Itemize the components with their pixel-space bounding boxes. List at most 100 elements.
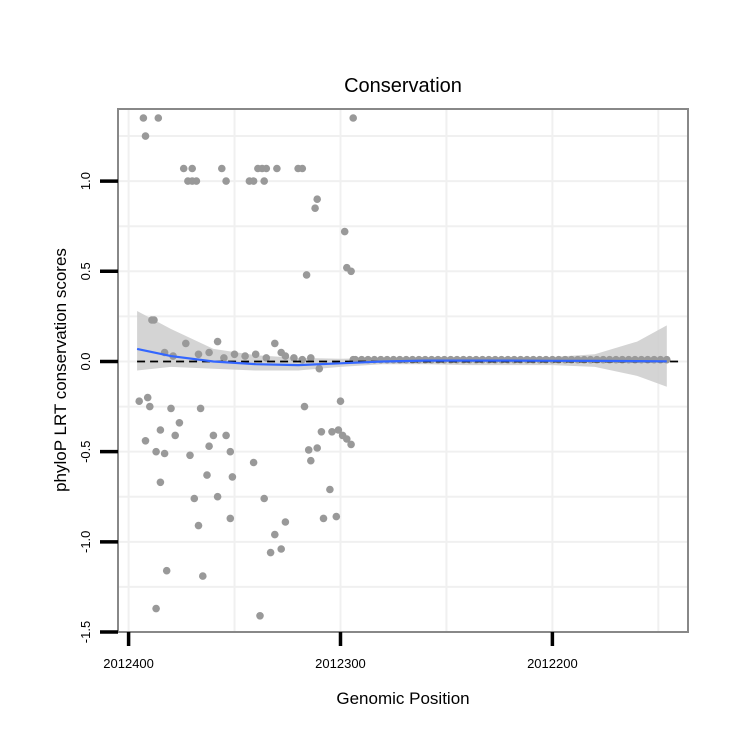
axes-layer: 2012400 2012300 2012200 -1.5 -1.0 -0.5 0.0 0.5 1… — [78, 108, 689, 671]
data-point — [260, 494, 269, 503]
data-point — [188, 164, 196, 173]
data-point — [317, 428, 326, 436]
data-point — [156, 478, 165, 487]
data-point — [262, 354, 271, 362]
data-point — [281, 518, 290, 526]
x-axis-label: Genomic Position — [336, 689, 469, 708]
data-point — [143, 393, 152, 402]
data-point — [334, 426, 343, 434]
data-point — [194, 521, 203, 530]
data-point — [298, 164, 307, 173]
data-point — [343, 435, 351, 443]
data-point — [196, 404, 205, 413]
data-point — [249, 177, 258, 185]
data-point — [222, 431, 230, 440]
data-point — [313, 195, 322, 203]
data-point — [319, 514, 328, 523]
smooth-line — [136, 347, 667, 367]
data-point — [230, 350, 239, 359]
data-point — [271, 530, 279, 539]
data-point — [220, 354, 228, 362]
y-tick-label: -0.5 — [78, 440, 93, 462]
data-point — [152, 447, 160, 456]
data-point — [266, 548, 275, 557]
data-point — [152, 604, 160, 613]
data-point — [226, 514, 235, 523]
data-point — [226, 447, 235, 456]
data-point — [162, 566, 171, 575]
data-point — [300, 402, 309, 411]
y-tick-label: -1.0 — [78, 531, 93, 553]
data-point — [290, 354, 298, 362]
data-point — [241, 352, 249, 360]
data-point — [349, 114, 358, 122]
data-point — [154, 114, 163, 122]
data-point — [135, 397, 143, 406]
data-point — [156, 426, 165, 434]
data-point — [141, 132, 150, 140]
data-point — [302, 271, 311, 279]
data-point — [205, 348, 213, 357]
data-point — [271, 339, 279, 348]
data-point — [260, 177, 269, 185]
x-tick-label: 2012400 — [103, 656, 154, 671]
data-point — [281, 352, 290, 360]
data-point — [150, 316, 158, 324]
data-point — [328, 428, 336, 436]
chart-title: Conservation — [344, 75, 462, 97]
data-point — [256, 612, 264, 620]
data-point — [203, 471, 211, 479]
data-point — [175, 419, 184, 427]
data-point — [336, 397, 345, 406]
data-point — [213, 492, 222, 501]
x-tick-label: 2012300 — [315, 656, 366, 671]
data-point — [139, 114, 148, 122]
data-point — [192, 177, 201, 185]
data-point — [332, 512, 341, 521]
data-point — [186, 451, 194, 460]
data-point — [146, 402, 154, 411]
data-point — [228, 473, 237, 481]
data-point — [199, 572, 207, 580]
data-point — [273, 164, 281, 173]
data-point — [249, 458, 258, 467]
data-point — [313, 444, 322, 452]
data-point — [218, 164, 226, 173]
data-point — [251, 350, 260, 359]
data-point — [141, 437, 150, 445]
data-point — [222, 177, 230, 185]
data-point — [326, 485, 334, 494]
data-point — [209, 431, 218, 440]
y-tick-label: 0.0 — [78, 352, 93, 370]
panel-border — [117, 108, 689, 633]
confidence-band — [137, 311, 667, 387]
y-tick-label: 1.0 — [78, 172, 93, 190]
x-tick-label: 2012200 — [527, 656, 578, 671]
data-point — [194, 350, 203, 359]
data-point — [347, 440, 355, 449]
data-point — [171, 431, 179, 440]
data-point — [167, 404, 175, 413]
data-point — [179, 164, 188, 173]
data-point — [307, 354, 315, 362]
data-point — [315, 364, 324, 373]
data-point — [182, 339, 190, 348]
data-point — [347, 267, 355, 276]
y-tick-label: -1.5 — [78, 621, 93, 643]
y-axis-label: phyloP LRT conservation scores — [51, 248, 70, 492]
data-point — [307, 456, 315, 465]
data-point — [190, 494, 199, 503]
smooth-line-layer — [136, 347, 682, 367]
data-point — [311, 204, 319, 212]
data-point — [340, 227, 349, 236]
data-point — [205, 442, 213, 451]
confidence-band-layer — [137, 311, 667, 387]
data-point — [304, 446, 313, 454]
data-point — [262, 164, 271, 173]
data-point — [160, 449, 169, 458]
data-point — [213, 337, 222, 346]
data-point — [277, 545, 286, 553]
